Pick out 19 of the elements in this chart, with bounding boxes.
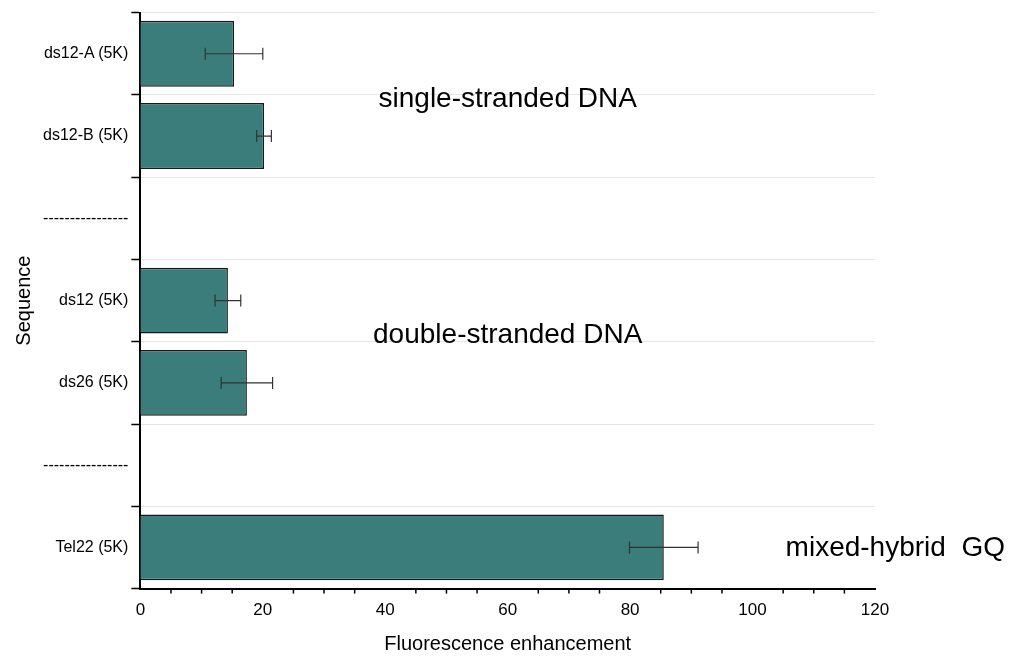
x-tick-label: 100 — [738, 600, 767, 620]
annotation: single-stranded DNA — [378, 81, 638, 113]
annotation: mixed-hybrid GQ — [785, 531, 1005, 562]
annotation: double-stranded DNA — [373, 317, 643, 349]
y-tick-label: ds12-A (5K) — [43, 44, 129, 62]
x-tick-label: 80 — [620, 600, 640, 620]
x-tick-label: 20 — [253, 600, 273, 620]
y-tick-label: ds12-B (5K) — [42, 126, 129, 144]
y-tick-label: ---------------- — [43, 208, 129, 226]
y-tick-label: ds26 (5K) — [58, 373, 129, 391]
x-tick-label: 0 — [135, 600, 146, 620]
y-tick-label: ds12 (5K) — [58, 291, 129, 309]
x-axis-title: Fluorescence enhancement — [384, 631, 632, 654]
x-tick-label: 40 — [375, 600, 395, 620]
x-tick-label: 120 — [860, 600, 890, 620]
y-axis-title: Sequence — [11, 255, 34, 346]
y-tick-label: Tel22 (5K) — [55, 537, 129, 555]
y-tick-label: ---------------- — [43, 455, 129, 473]
x-tick-label: 60 — [498, 600, 518, 620]
